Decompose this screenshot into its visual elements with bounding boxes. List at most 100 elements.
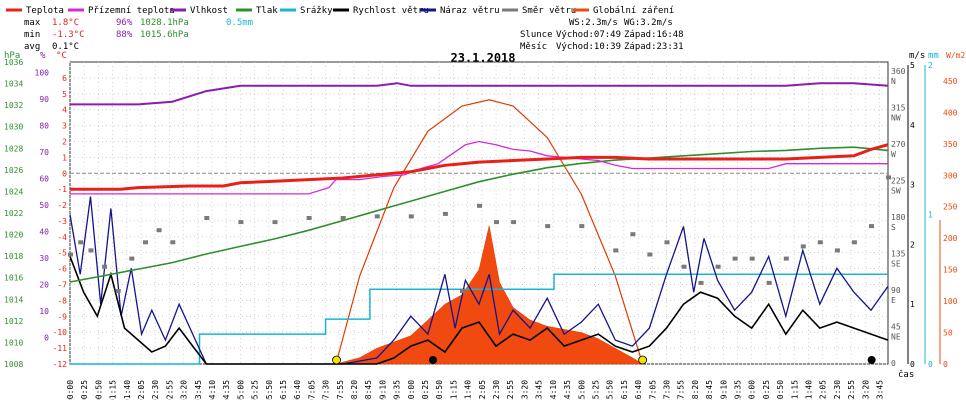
sun-moon-info: WS:2.3m/s WG:3.2m/s Slunce Východ:07:49 … <box>520 18 684 52</box>
y-direction-tick: S <box>891 223 896 232</box>
x-tick-label: 03:20 <box>180 380 189 400</box>
y-direction-tick: 315 <box>891 104 906 113</box>
y-direction-tick: SE <box>891 260 901 269</box>
y-radiation-tick: 400 <box>943 108 958 117</box>
x-tick-label: 05:50 <box>265 380 274 400</box>
x-tick-label: 19:10 <box>719 380 728 400</box>
stats-max-rain: 0.5mm <box>226 18 253 28</box>
unit-radiation: W/m2 <box>946 51 965 60</box>
y-pressure-tick: 1014 <box>4 295 23 304</box>
wind-direction-point <box>238 220 244 225</box>
y-temperature-tick: -7 <box>57 281 67 290</box>
legend-label-6: Náraz větru <box>440 6 500 16</box>
y-radiation-tick: 100 <box>943 297 958 306</box>
legend-label-2: Vlhkost <box>190 6 228 16</box>
x-tick-label: 15:25 <box>591 380 600 400</box>
x-tick-label: 12:30 <box>492 380 501 400</box>
y-temperature-tick: -3 <box>57 217 67 226</box>
x-tick-label: 21:40 <box>804 380 813 400</box>
y-radiation-tick: 450 <box>943 77 958 86</box>
y-direction-tick: 90 <box>891 286 901 295</box>
y-radiation-tick: 150 <box>943 266 958 275</box>
stats-min-label: min <box>24 30 40 40</box>
wind-direction-point <box>834 248 840 253</box>
wind-direction-point <box>800 244 806 249</box>
series-temperature <box>70 143 889 191</box>
wind-direction-point <box>460 289 465 293</box>
wind-direction-point <box>477 203 482 208</box>
x-tick-label: 04:35 <box>222 380 231 400</box>
y-radiation-tick: 300 <box>943 171 958 180</box>
wind-direction-point <box>817 240 823 245</box>
info-moon-rise: Východ:10:39 <box>556 42 621 52</box>
y-humidity-tick: 60 <box>39 175 49 184</box>
y-direction-tick: 270 <box>891 140 906 149</box>
series-wind-speed <box>69 256 889 365</box>
info-sun-label: Slunce <box>520 30 553 40</box>
y-temperature-tick: -12 <box>53 360 68 369</box>
x-tick-label: 10:25 <box>421 380 430 400</box>
wind-direction-point <box>749 256 755 261</box>
y-radiation-tick: 0 <box>943 360 948 369</box>
axes: 00:00 00:25 00:50 01:15 01:40 02:05 02:30 02:55… <box>4 58 958 404</box>
x-tick-label: 00:25 <box>80 380 89 400</box>
y-direction-tick: 360 <box>891 67 906 76</box>
x-tick-label: 12:55 <box>506 380 515 400</box>
x-tick-label: 02:30 <box>151 380 160 400</box>
x-tick-label: 03:45 <box>194 380 203 400</box>
y-temperature-tick: -2 <box>57 201 67 210</box>
x-tick-label: 04:10 <box>208 380 217 400</box>
stats-min-press: 1015.6hPa <box>140 30 189 40</box>
y-pressure-tick: 1022 <box>4 209 23 218</box>
y-pressure-tick: 1018 <box>4 252 23 261</box>
y-temperature-tick: 4 <box>62 106 67 115</box>
series-ground-temp <box>70 140 888 195</box>
x-tick-label: 06:15 <box>279 380 288 400</box>
y-humidity-tick: 10 <box>39 307 49 316</box>
y-wind-tick: 0 <box>910 360 915 369</box>
series-humidity <box>70 82 889 106</box>
y-direction-tick: W <box>891 150 896 159</box>
wind-direction-point <box>511 220 517 225</box>
sunrise-marker <box>332 355 341 365</box>
y-direction-tick: 180 <box>891 213 906 222</box>
legend-label-7: Směr větru <box>522 6 576 16</box>
stats-min-hum: 88% <box>116 30 133 40</box>
x-tick-label: 16:40 <box>634 380 643 400</box>
y-pressure-tick: 1028 <box>4 144 23 153</box>
wind-direction-point <box>715 264 721 269</box>
plot-area <box>68 61 891 365</box>
y-pressure-tick: 1034 <box>4 80 23 89</box>
x-tick-label: 02:55 <box>165 380 174 400</box>
sunset-marker <box>638 355 647 365</box>
legend-label-5: Rychlost větru <box>353 6 429 16</box>
wind-direction-point <box>851 240 857 245</box>
x-tick-label: 01:15 <box>109 380 118 400</box>
x-tick-label: 00:50 <box>94 380 103 400</box>
axis-unit-labels: hPa % °C m/s mm W/m2 čas <box>4 51 965 380</box>
moonset-marker <box>867 356 876 364</box>
y-humidity-tick: 70 <box>39 148 49 157</box>
y-humidity-tick: 90 <box>39 95 49 104</box>
x-tick-label: 18:45 <box>705 380 714 400</box>
info-moon-set: Západ:23:31 <box>624 42 684 52</box>
x-tick-label: 17:30 <box>662 380 671 400</box>
legend-label-4: Srážky <box>300 6 333 16</box>
x-tick-label: 06:40 <box>293 380 302 400</box>
y-humidity-tick: 80 <box>39 122 49 131</box>
y-temperature-tick: 6 <box>62 74 67 83</box>
wind-direction-point <box>681 264 687 269</box>
y-pressure-tick: 1024 <box>4 187 23 196</box>
y-pressure-tick: 1026 <box>4 166 23 175</box>
stats-max-temp: 1.8°C <box>52 18 79 28</box>
wind-direction-point <box>306 216 312 220</box>
x-tick-label: 07:05 <box>307 380 316 400</box>
wind-direction-point <box>115 289 121 293</box>
wind-direction-point <box>143 240 148 245</box>
x-tick-label: 15:50 <box>606 380 615 400</box>
y-wind-tick: 4 <box>910 121 915 130</box>
series-pressure <box>69 146 889 283</box>
stats-avg-temp: 0.1°C <box>52 42 79 52</box>
wind-direction-point <box>732 256 738 261</box>
x-tick-label: 13:20 <box>520 380 529 400</box>
